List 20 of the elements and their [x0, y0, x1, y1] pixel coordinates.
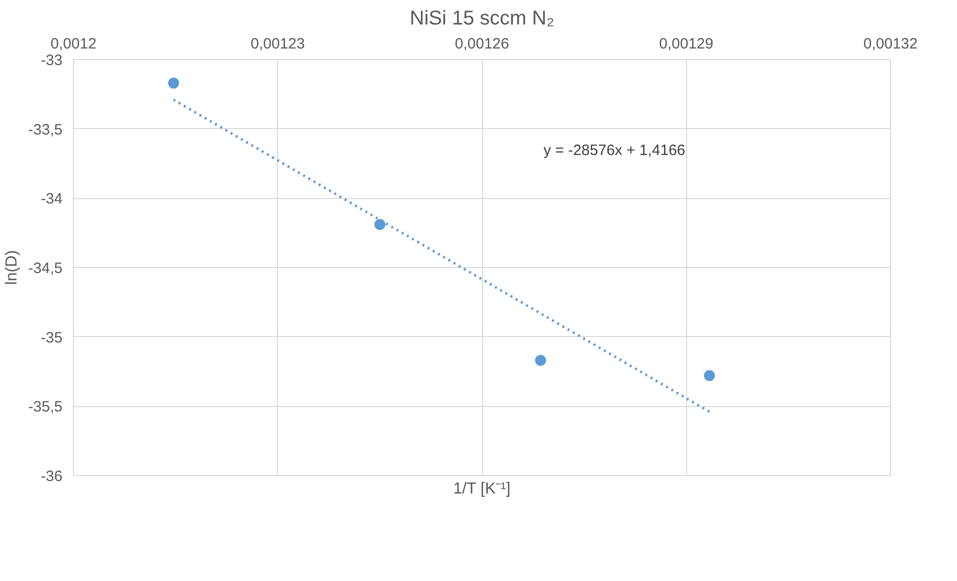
- x-tick-label: 0,00126: [454, 36, 510, 52]
- x-tick-label: 0,00129: [659, 36, 714, 52]
- point: [535, 354, 546, 366]
- y-tick-label: -35: [40, 329, 63, 346]
- y-tick-label: -33: [40, 52, 63, 69]
- y-axis-title: ln(D): [3, 250, 20, 285]
- x-axis-title: 1/T [K⁻¹]: [453, 480, 510, 498]
- point: [168, 78, 180, 89]
- chart-title: NiSi 15 sccm N₂: [410, 8, 554, 30]
- y-tick-label: -33,5: [28, 121, 63, 138]
- y-tick-label: -36: [40, 468, 63, 485]
- point: [374, 219, 386, 230]
- annotation: y = -28576x + 1,4166: [544, 142, 686, 159]
- y-tick-label: -34,5: [28, 260, 63, 277]
- x-tick-label: 0,00123: [250, 36, 305, 52]
- point: [704, 370, 715, 382]
- y-tick-label: -34: [40, 190, 63, 208]
- x-tick-label: 0,00132: [863, 36, 918, 52]
- x-tick-label: 0,0012: [50, 36, 96, 52]
- y-tick-label: -35,5: [28, 398, 63, 416]
